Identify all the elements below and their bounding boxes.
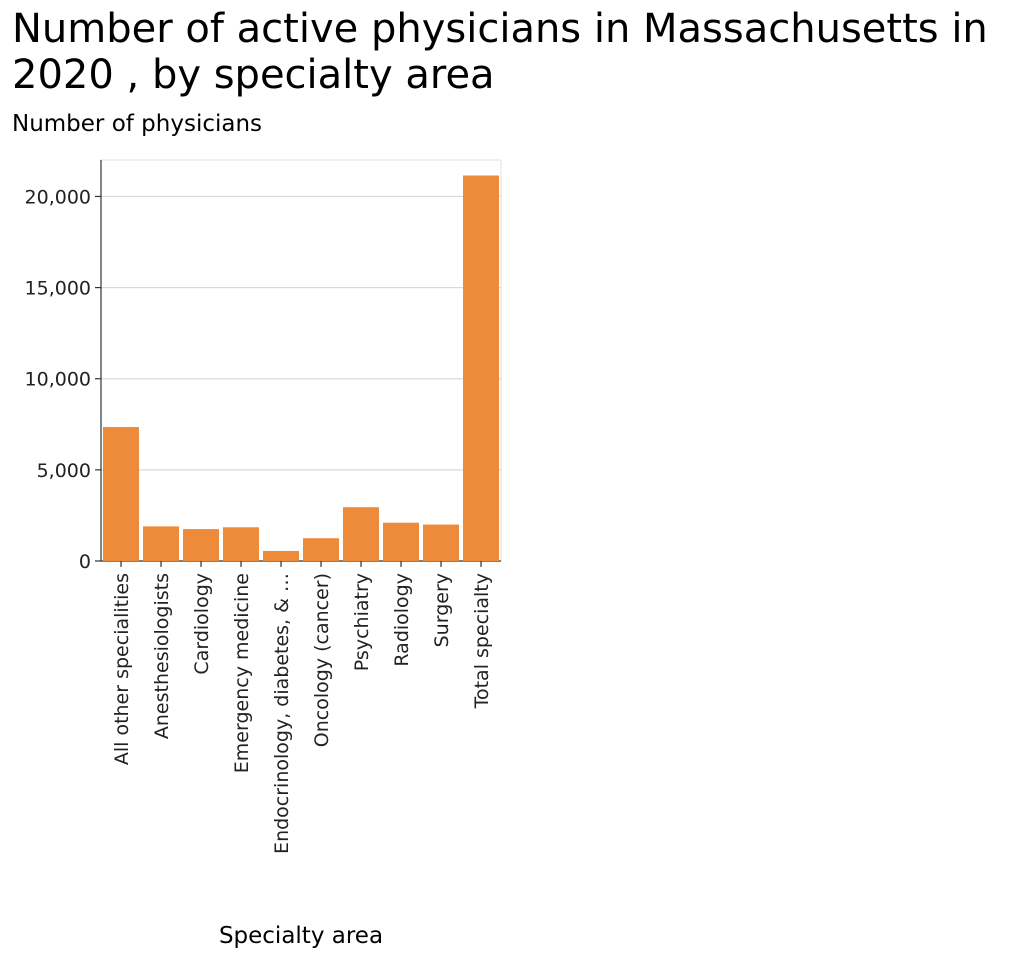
x-axis-ticks: All other specialities Anesthesiologists C…	[111, 561, 493, 854]
x-tick-label: Radiology	[391, 573, 413, 667]
bar	[423, 524, 459, 561]
plot-border	[100, 159, 502, 562]
bar	[303, 538, 339, 561]
x-tick-label: Total specialty	[471, 573, 493, 709]
bar	[263, 550, 299, 561]
y-tick-label: 10,000	[25, 369, 91, 391]
x-tick-label: Endocrinology, diabetes, & …	[271, 573, 293, 854]
bar	[463, 175, 499, 562]
x-tick-label: Psychiatry	[351, 573, 373, 671]
y-axis-ticks: 0 5,000 10,000 15,000 20,000	[25, 186, 101, 573]
bar	[383, 522, 419, 561]
x-tick-label: Anesthesiologists	[151, 573, 173, 739]
x-tick-label: All other specialities	[111, 573, 133, 765]
bar	[343, 507, 379, 561]
y-tick-label: 15,000	[25, 278, 91, 300]
x-tick-label: Cardiology	[191, 573, 213, 675]
x-tick-label: Oncology (cancer)	[311, 573, 333, 747]
x-axis-label: Specialty area	[219, 923, 383, 949]
chart-title: Number of active physicians in Massachus…	[12, 6, 988, 98]
bar	[103, 427, 139, 561]
x-tick-label: Emergency medicine	[231, 573, 253, 773]
gridlines	[101, 195, 501, 471]
y-tick-label: 5,000	[37, 460, 91, 482]
bar	[183, 529, 219, 561]
x-tick-label: Surgery	[431, 573, 453, 647]
bar	[223, 527, 259, 561]
y-tick-label: 0	[79, 551, 91, 573]
y-axis-label: Number of physicians	[12, 111, 263, 137]
y-tick-label: 20,000	[25, 186, 91, 208]
plot-frame	[100, 159, 502, 562]
bars	[103, 175, 499, 562]
bar	[143, 526, 179, 561]
